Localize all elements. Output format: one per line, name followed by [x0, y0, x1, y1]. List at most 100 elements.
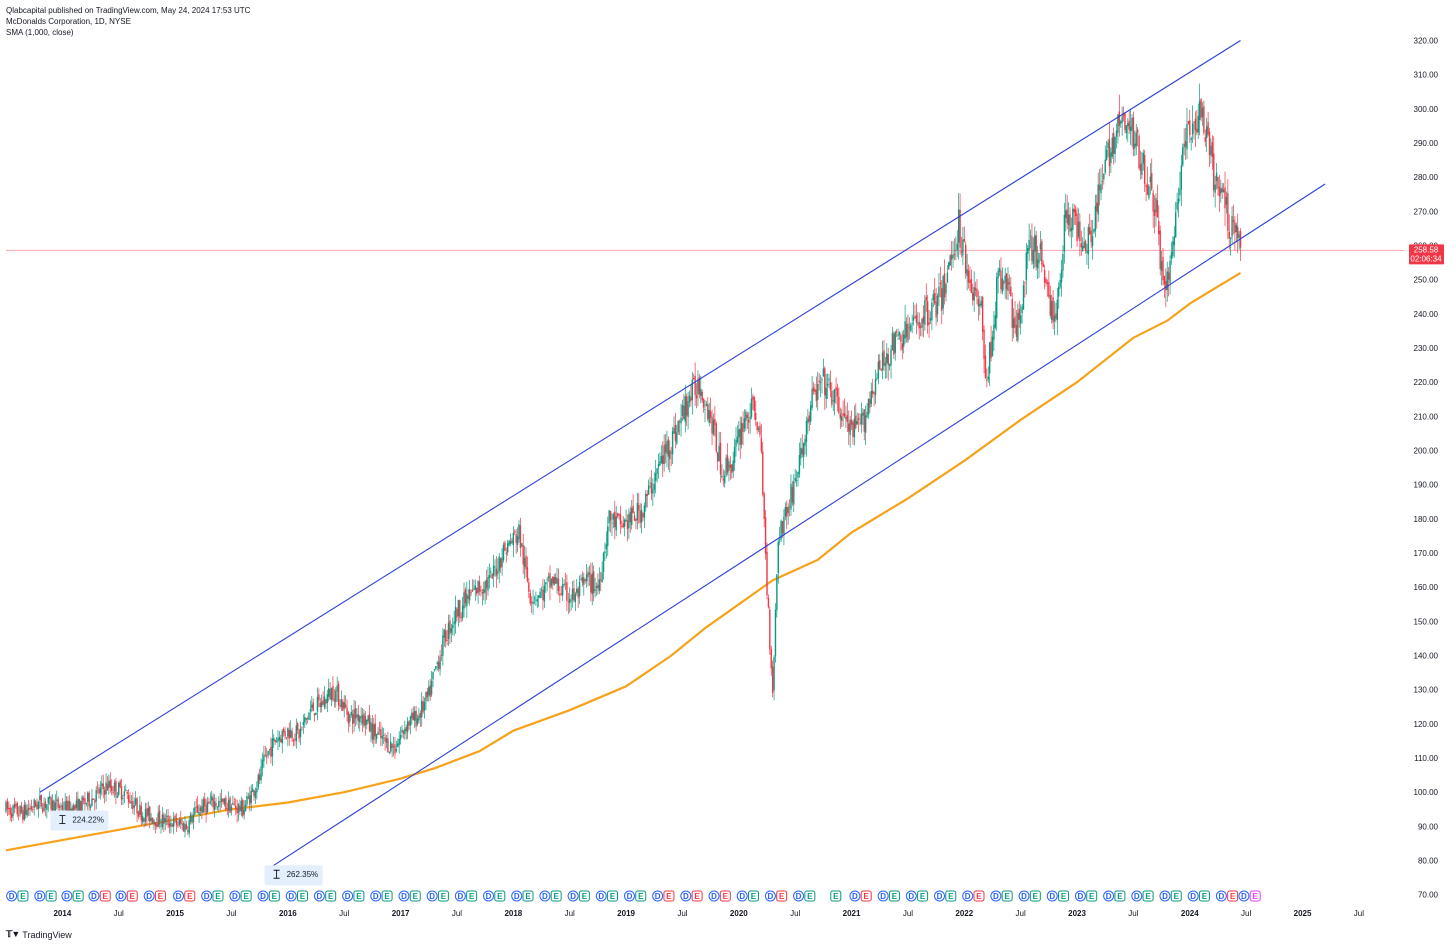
earnings-marker[interactable]: E	[888, 890, 900, 902]
earnings-marker[interactable]: E	[973, 890, 985, 902]
earnings-marker[interactable]: E	[635, 890, 647, 902]
earnings-marker[interactable]: E	[240, 890, 252, 902]
earnings-marker[interactable]: E	[99, 890, 111, 902]
candle-body	[771, 666, 774, 693]
earnings-marker[interactable]: E	[297, 890, 309, 902]
dividend-marker[interactable]: D	[736, 890, 748, 902]
dividend-marker[interactable]: D	[849, 890, 861, 902]
dividend-marker[interactable]: D	[201, 890, 213, 902]
earnings-marker[interactable]: E	[1029, 890, 1041, 902]
dividend-marker[interactable]: D	[370, 890, 382, 902]
earnings-marker[interactable]: E	[494, 890, 506, 902]
dividend-marker[interactable]: D	[764, 890, 776, 902]
earnings-marker[interactable]: E	[522, 890, 534, 902]
earnings-marker[interactable]: E	[409, 890, 421, 902]
earnings-marker[interactable]: E	[1170, 890, 1182, 902]
earnings-marker[interactable]: E	[663, 890, 675, 902]
dividend-marker[interactable]: D	[1187, 890, 1199, 902]
earnings-marker[interactable]: E	[578, 890, 590, 902]
earnings-marker[interactable]: E	[550, 890, 562, 902]
earnings-marker[interactable]: E	[1142, 890, 1154, 902]
dividend-marker[interactable]: D	[793, 890, 805, 902]
dividend-marker[interactable]: D	[483, 890, 495, 902]
price-axis[interactable]: 70.0080.0090.00100.00110.00120.00130.001…	[1414, 37, 1439, 900]
earnings-marker[interactable]: E	[747, 890, 759, 902]
earnings-marker[interactable]: E	[353, 890, 365, 902]
candle-body	[130, 802, 133, 804]
earnings-marker[interactable]: E	[212, 890, 224, 902]
dividend-marker[interactable]: D	[1074, 890, 1086, 902]
earnings-marker[interactable]: E	[1198, 890, 1210, 902]
symbol-title[interactable]: McDonalds Corporation, 1D, NYSE	[6, 17, 131, 26]
earnings-marker[interactable]: E	[17, 890, 29, 902]
dividend-marker[interactable]: D	[595, 890, 607, 902]
dividend-marker[interactable]: D	[115, 890, 127, 902]
earnings-marker[interactable]: E	[437, 890, 449, 902]
dividend-marker[interactable]: D	[229, 890, 241, 902]
dividend-marker[interactable]: D	[1215, 890, 1227, 902]
dividend-marker[interactable]: D	[962, 890, 974, 902]
dividend-marker[interactable]: D	[6, 890, 18, 902]
earnings-marker[interactable]: E	[917, 890, 929, 902]
earnings-marker[interactable]: E	[45, 890, 57, 902]
dividend-marker[interactable]: D	[313, 890, 325, 902]
dividend-marker[interactable]: D	[680, 890, 692, 902]
earnings-marker[interactable]: E	[466, 890, 478, 902]
dividend-marker[interactable]: D	[1131, 890, 1143, 902]
earnings-marker[interactable]: E	[719, 890, 731, 902]
dividend-marker[interactable]: D	[398, 890, 410, 902]
earnings-marker[interactable]: E	[776, 890, 788, 902]
earnings-marker[interactable]: E	[860, 890, 872, 902]
dividend-marker[interactable]: D	[172, 890, 184, 902]
dividend-marker[interactable]: D	[934, 890, 946, 902]
earnings-marker[interactable]: E	[1114, 890, 1126, 902]
earnings-marker[interactable]: E	[691, 890, 703, 902]
dividend-marker[interactable]: D	[61, 890, 73, 902]
channel-layer[interactable]	[39, 40, 1326, 872]
candle	[253, 789, 255, 801]
dividend-marker[interactable]: D	[1159, 890, 1171, 902]
dividend-marker[interactable]: D	[1238, 890, 1250, 902]
dividend-marker[interactable]: D	[511, 890, 523, 902]
earnings-marker[interactable]: E	[1001, 890, 1013, 902]
earnings-marker[interactable]: E	[184, 890, 196, 902]
earnings-marker[interactable]: E	[268, 890, 280, 902]
dividend-marker[interactable]: D	[623, 890, 635, 902]
earnings-marker[interactable]: E	[1086, 890, 1098, 902]
candle	[931, 298, 933, 330]
dividend-marker[interactable]: D	[1103, 890, 1115, 902]
dividend-marker[interactable]: D	[257, 890, 269, 902]
dividend-marker[interactable]: D	[1018, 890, 1030, 902]
dividend-marker[interactable]: D	[454, 890, 466, 902]
earnings-marker[interactable]: E	[381, 890, 393, 902]
dividend-marker[interactable]: D	[88, 890, 100, 902]
candle-body	[557, 578, 560, 592]
dividend-marker[interactable]: D	[905, 890, 917, 902]
indicator-legend[interactable]: SMA (1,000, close)	[6, 28, 74, 37]
dividend-marker[interactable]: D	[539, 890, 551, 902]
dividend-marker[interactable]: D	[285, 890, 297, 902]
earnings-marker[interactable]: E	[126, 890, 138, 902]
dividend-marker[interactable]: D	[567, 890, 579, 902]
earnings-marker[interactable]: E	[945, 890, 957, 902]
dividend-marker[interactable]: D	[143, 890, 155, 902]
dividend-marker[interactable]: D	[990, 890, 1002, 902]
earnings-marker[interactable]: E	[607, 890, 619, 902]
earnings-marker[interactable]: E	[325, 890, 337, 902]
dividend-marker[interactable]: D	[34, 890, 46, 902]
earnings-marker[interactable]: E	[804, 890, 816, 902]
earnings-marker[interactable]: E	[830, 890, 842, 902]
earnings-marker[interactable]: E	[1058, 890, 1070, 902]
dividend-marker[interactable]: D	[426, 890, 438, 902]
earnings-marker[interactable]: E	[1227, 890, 1239, 902]
dividend-marker[interactable]: D	[877, 890, 889, 902]
dividend-marker[interactable]: D	[1046, 890, 1058, 902]
time-axis[interactable]: 2014 Jul 2015 Jul 2016 Jul 2017 Jul 2018 Jul 2019 J…	[53, 909, 1364, 918]
earnings-marker[interactable]: E	[154, 890, 166, 902]
dividend-marker[interactable]: D	[342, 890, 354, 902]
dividend-marker[interactable]: D	[652, 890, 664, 902]
earnings-marker[interactable]: E	[72, 890, 84, 902]
earnings-marker[interactable]: E	[1249, 890, 1261, 902]
dividend-marker[interactable]: D	[708, 890, 720, 902]
